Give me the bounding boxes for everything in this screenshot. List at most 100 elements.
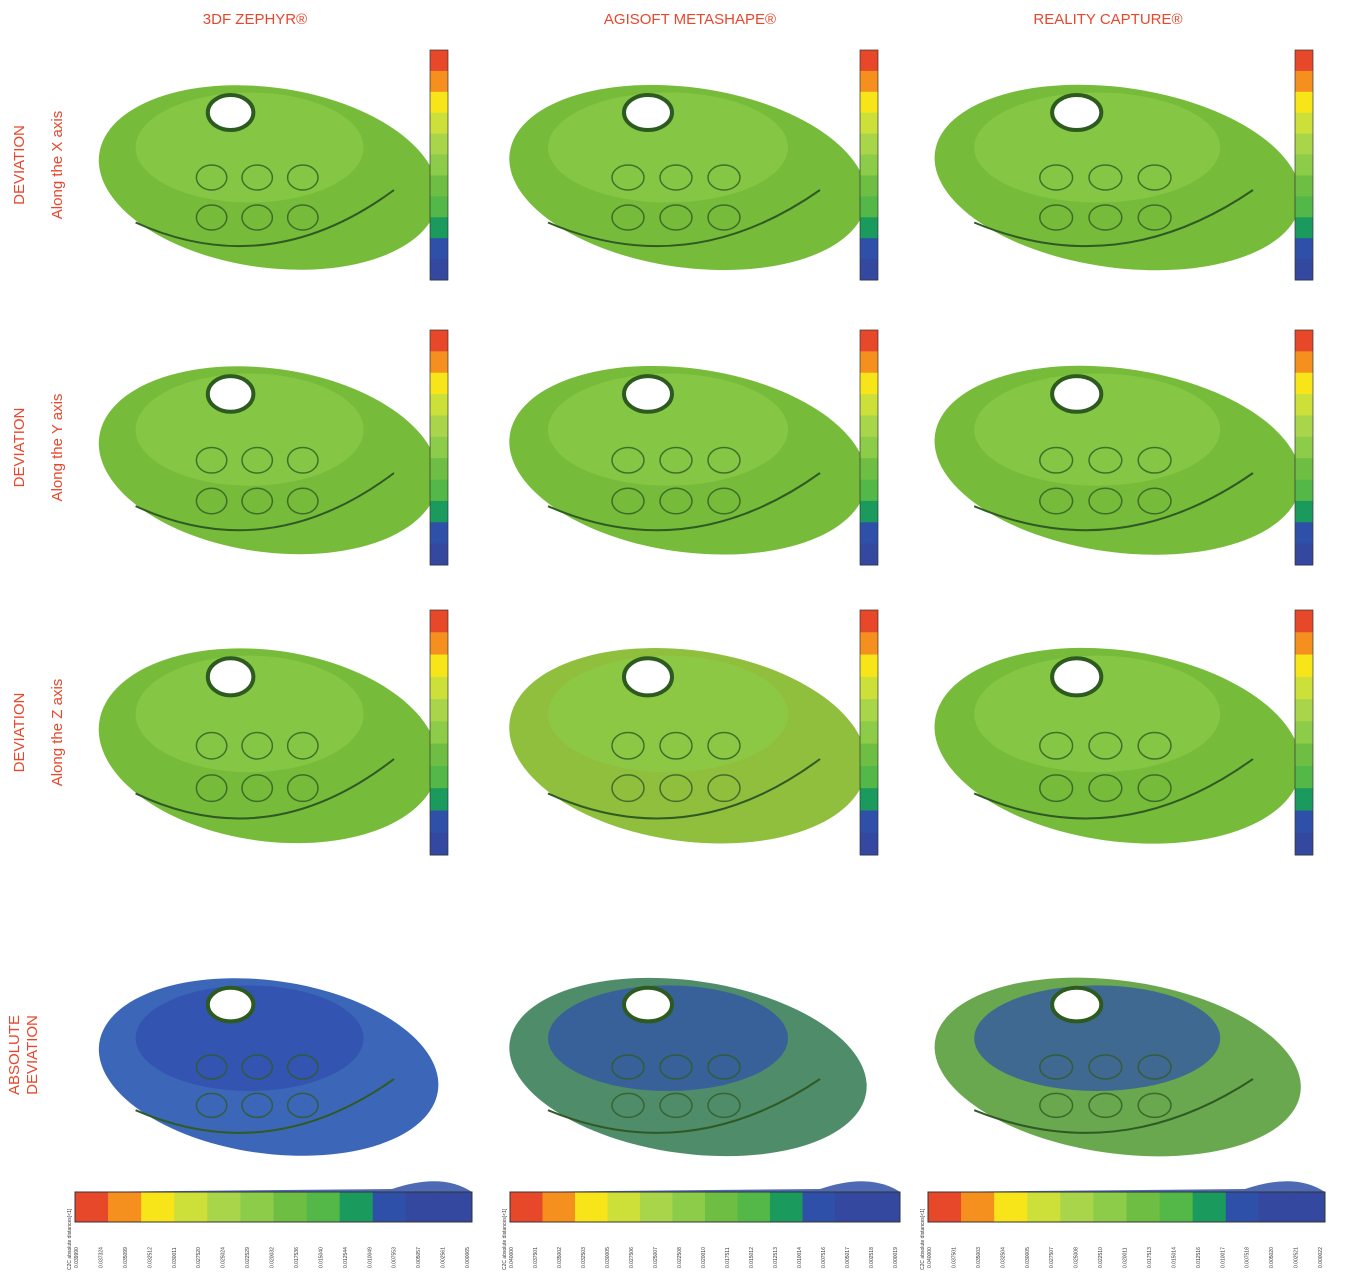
point-cloud bbox=[98, 978, 439, 1156]
colorbar-segment bbox=[737, 1192, 771, 1222]
colorbar-frame bbox=[1294, 329, 1314, 566]
feature bbox=[659, 164, 693, 191]
colorbar-segment bbox=[860, 721, 878, 745]
colorbar-segment bbox=[430, 70, 448, 93]
colorbar-segment bbox=[430, 372, 448, 395]
colorbar-segment bbox=[1093, 1192, 1127, 1222]
colorbar-segment bbox=[860, 810, 878, 834]
crater bbox=[1050, 985, 1104, 1024]
colorbar-segment bbox=[1295, 458, 1313, 481]
feature bbox=[286, 204, 319, 231]
feature bbox=[241, 774, 274, 803]
feature bbox=[1088, 487, 1123, 515]
feature bbox=[1088, 774, 1123, 803]
row-label: ABSOLUTE bbox=[6, 1015, 23, 1095]
colorbar-segment bbox=[860, 133, 878, 156]
colorbar-segment bbox=[430, 330, 448, 352]
colorbar-segment bbox=[430, 217, 448, 239]
scale-label: 0.012516 bbox=[1196, 1247, 1202, 1268]
feature bbox=[707, 204, 741, 231]
crater bbox=[622, 374, 674, 414]
feature bbox=[241, 487, 274, 515]
colorbar-segment bbox=[860, 259, 878, 281]
colorbar-segment bbox=[1295, 394, 1313, 416]
colorbar-segment bbox=[705, 1192, 738, 1222]
colorbar-segment bbox=[430, 654, 448, 678]
cloud-body bbox=[135, 92, 364, 203]
colorbar-segment bbox=[1159, 1192, 1194, 1222]
colorbar-segment bbox=[1126, 1192, 1161, 1222]
colorbar-segment bbox=[860, 372, 878, 395]
scale-label: 0.015014 bbox=[1171, 1247, 1177, 1268]
feature bbox=[195, 1054, 228, 1080]
colorbar-segment bbox=[430, 175, 448, 197]
colorbar-segment bbox=[405, 1192, 440, 1222]
feature bbox=[1088, 1092, 1123, 1119]
feature bbox=[611, 731, 645, 760]
colorbar-segment bbox=[860, 699, 878, 722]
crater bbox=[205, 656, 256, 698]
colorbar-segment bbox=[430, 765, 448, 789]
feature bbox=[1088, 204, 1123, 231]
colorbar-segment bbox=[430, 133, 448, 156]
colorbar-segment bbox=[1295, 479, 1313, 502]
feature bbox=[707, 774, 741, 803]
feature bbox=[195, 164, 228, 191]
colorbar-segment bbox=[860, 351, 878, 374]
colorbar-segment bbox=[860, 765, 878, 789]
feature bbox=[195, 487, 228, 515]
colorbar-segment bbox=[1295, 330, 1313, 352]
colorbar-frame bbox=[859, 329, 879, 566]
feature bbox=[707, 487, 741, 515]
column-header: 3DF ZEPHYR® bbox=[203, 11, 307, 28]
feature bbox=[1039, 487, 1074, 515]
colorbar-segment bbox=[339, 1192, 374, 1222]
colorbar-segment bbox=[860, 743, 878, 767]
scale-label: 0.027507 bbox=[1049, 1247, 1055, 1268]
scale-label: 0.015040 bbox=[318, 1247, 324, 1268]
crater bbox=[1050, 93, 1104, 132]
feature bbox=[241, 204, 274, 231]
scale-label: 0.000019 bbox=[893, 1247, 899, 1268]
scale-title: C2C absolute distances[<1] bbox=[920, 1208, 926, 1270]
scale-label: 0.032504 bbox=[1000, 1247, 1006, 1268]
colorbar-segment bbox=[141, 1192, 175, 1222]
cloud-body bbox=[974, 373, 1221, 486]
colorbar-segment bbox=[1027, 1192, 1061, 1222]
colorbar-segment bbox=[672, 1192, 706, 1222]
feature bbox=[1088, 164, 1123, 191]
colorbar-segment bbox=[1295, 721, 1313, 745]
feature bbox=[611, 164, 645, 191]
colorbar-segment bbox=[430, 351, 448, 374]
scale-label: 0.022510 bbox=[1098, 1247, 1104, 1268]
colorbar-segment bbox=[430, 699, 448, 722]
feature bbox=[286, 731, 319, 760]
ridge bbox=[973, 189, 1254, 248]
colorbar-segment bbox=[430, 743, 448, 767]
feature bbox=[286, 1092, 319, 1119]
point-cloud bbox=[509, 49, 879, 281]
colorbar-segment bbox=[1060, 1192, 1094, 1222]
ridge bbox=[973, 758, 1254, 820]
scale-label: 0.035002 bbox=[557, 1247, 563, 1268]
colorbar-frame bbox=[927, 1191, 1326, 1223]
colorbar-frame bbox=[429, 329, 449, 566]
colorbar-frame bbox=[1294, 609, 1314, 856]
colorbar-segment bbox=[438, 1192, 473, 1222]
histogram bbox=[510, 1181, 900, 1192]
colorbar-segment bbox=[1295, 743, 1313, 767]
colorbar-segment bbox=[306, 1192, 341, 1222]
feature bbox=[611, 487, 645, 515]
feature bbox=[1137, 204, 1172, 231]
feature bbox=[1137, 446, 1172, 474]
feature bbox=[1039, 1054, 1074, 1080]
cloud-body bbox=[974, 985, 1221, 1091]
scale-label: 0.012544 bbox=[343, 1247, 349, 1268]
colorbar-segment bbox=[860, 217, 878, 239]
feature bbox=[707, 164, 741, 191]
scale-label: 0.017513 bbox=[1147, 1247, 1153, 1268]
feature bbox=[1039, 774, 1074, 803]
colorbar-segment bbox=[860, 394, 878, 416]
feature bbox=[659, 774, 693, 803]
colorbar-segment bbox=[1295, 632, 1313, 656]
